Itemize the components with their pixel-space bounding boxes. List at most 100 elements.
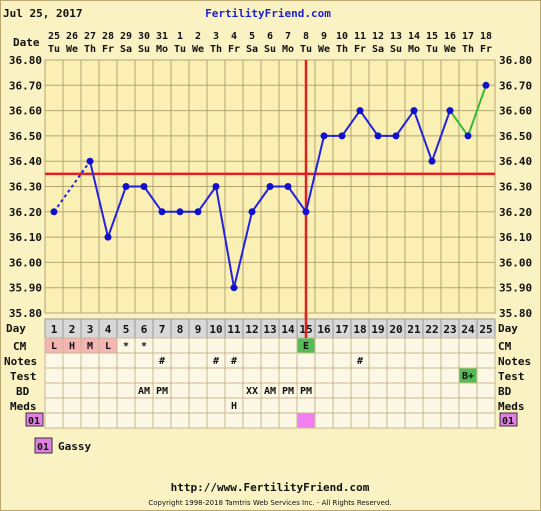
meds-code-cell	[188, 412, 208, 429]
meds-code-cell	[332, 412, 352, 429]
notes-cell	[98, 352, 118, 369]
y-tick-label: 36.80	[9, 54, 42, 67]
weekday-tick-label: Fr	[102, 44, 114, 55]
meds-legend-right: 01	[499, 412, 518, 427]
y-tick-label-right: 36.40	[499, 155, 532, 168]
notes-cell	[332, 352, 352, 369]
meds-cell	[62, 397, 82, 414]
test-cell	[422, 367, 442, 384]
y-tick-label: 36.20	[9, 206, 42, 219]
cm-cell	[422, 337, 442, 354]
bd-cell	[170, 382, 190, 399]
weekday-tick-label: Tu	[174, 44, 186, 55]
meds-cell	[152, 397, 172, 414]
bd-cell	[80, 382, 100, 399]
meds-cell	[170, 397, 190, 414]
test-cell	[188, 367, 208, 384]
bd-cell	[314, 382, 334, 399]
temp-line-segment	[107, 186, 127, 238]
date-tick-label: 4	[231, 31, 237, 42]
cm-row-label-right: CM	[498, 340, 512, 353]
meds-cell	[242, 397, 262, 414]
bd-cell-value: PM	[156, 386, 168, 397]
test-cell	[386, 367, 406, 384]
temp-line-segment	[413, 110, 433, 162]
test-cell	[260, 367, 280, 384]
notes-cell	[116, 352, 136, 369]
legend: 01 Gassy	[34, 437, 91, 454]
meds-cell	[440, 397, 460, 414]
temp-point	[356, 107, 364, 115]
notes-cell	[368, 352, 388, 369]
day-number: 25	[479, 323, 492, 336]
cm-cell-value: L	[105, 341, 111, 352]
temp-point	[104, 233, 112, 241]
meds-cell	[80, 397, 100, 414]
meds-cell	[476, 397, 496, 414]
bd-cell-value: XX	[246, 386, 258, 397]
date-tick-label: 15	[426, 31, 438, 42]
temp-point	[230, 284, 238, 292]
temp-line-segment	[143, 185, 163, 213]
temp-point	[320, 132, 328, 140]
date-tick-label: 7	[285, 31, 291, 42]
day-number: 10	[209, 323, 222, 336]
temp-point	[284, 183, 292, 190]
meds-cell	[458, 397, 478, 414]
notes-cell	[80, 352, 100, 369]
temp-line-segment	[251, 185, 271, 213]
notes-cell	[278, 352, 298, 369]
temp-line-dotted-segment	[53, 160, 91, 213]
meds-code-cell	[368, 412, 388, 429]
meds-code-swatch	[25, 412, 44, 427]
footer-url[interactable]: http://www.FertilityFriend.com	[171, 481, 370, 494]
meds-cell	[422, 397, 442, 414]
temp-line-segment	[395, 110, 415, 137]
y-tick-label-right: 35.90	[499, 282, 532, 295]
date-tick-label: 16	[444, 31, 456, 42]
test-cell	[332, 367, 352, 384]
test-cell	[116, 367, 136, 384]
cm-cell-value: E	[303, 341, 309, 352]
meds-cell	[314, 397, 334, 414]
temp-line-segment	[197, 185, 217, 213]
meds-cell	[350, 397, 370, 414]
meds-cell	[188, 397, 208, 414]
meds-code-cell	[206, 412, 226, 429]
cm-cell	[206, 337, 226, 354]
meds-code-cell	[314, 412, 334, 429]
temp-point	[122, 183, 130, 190]
meds-row-label-right: Meds	[498, 400, 525, 413]
temp-point	[374, 132, 382, 140]
temp-point	[428, 157, 436, 165]
day-number: 9	[195, 323, 202, 336]
bd-cell-value: AM	[264, 386, 276, 397]
weekday-tick-label: Tu	[426, 44, 438, 55]
cm-cell-value: M	[87, 341, 93, 352]
cm-row-label-left: CM	[13, 340, 27, 353]
meds-code-cell	[116, 412, 136, 429]
temp-point	[464, 132, 472, 140]
test-cell	[404, 367, 424, 384]
bd-cell	[98, 382, 118, 399]
meds-code-cell	[422, 412, 442, 429]
day-number: 19	[371, 323, 384, 336]
meds-code-label: 01	[28, 416, 40, 427]
meds-code-cell	[44, 412, 64, 429]
y-tick-label: 35.80	[9, 307, 42, 320]
cm-cell	[188, 337, 208, 354]
bd-row-label-right: BD	[498, 385, 512, 398]
cm-cell	[332, 337, 352, 354]
day-number: 17	[335, 323, 348, 336]
header-site-title[interactable]: FertilityFriend.com	[205, 7, 331, 20]
weekday-tick-label: Sa	[120, 44, 132, 55]
bd-cell-value: PM	[282, 386, 294, 397]
notes-cell	[44, 352, 64, 369]
date-tick-label: 26	[66, 31, 78, 42]
meds-code-cell	[134, 412, 154, 429]
notes-row-label-left: Notes	[4, 355, 37, 368]
cm-cell	[476, 337, 496, 354]
temp-point	[86, 157, 94, 165]
test-cell	[368, 367, 388, 384]
weekday-tick-label: We	[318, 44, 330, 55]
